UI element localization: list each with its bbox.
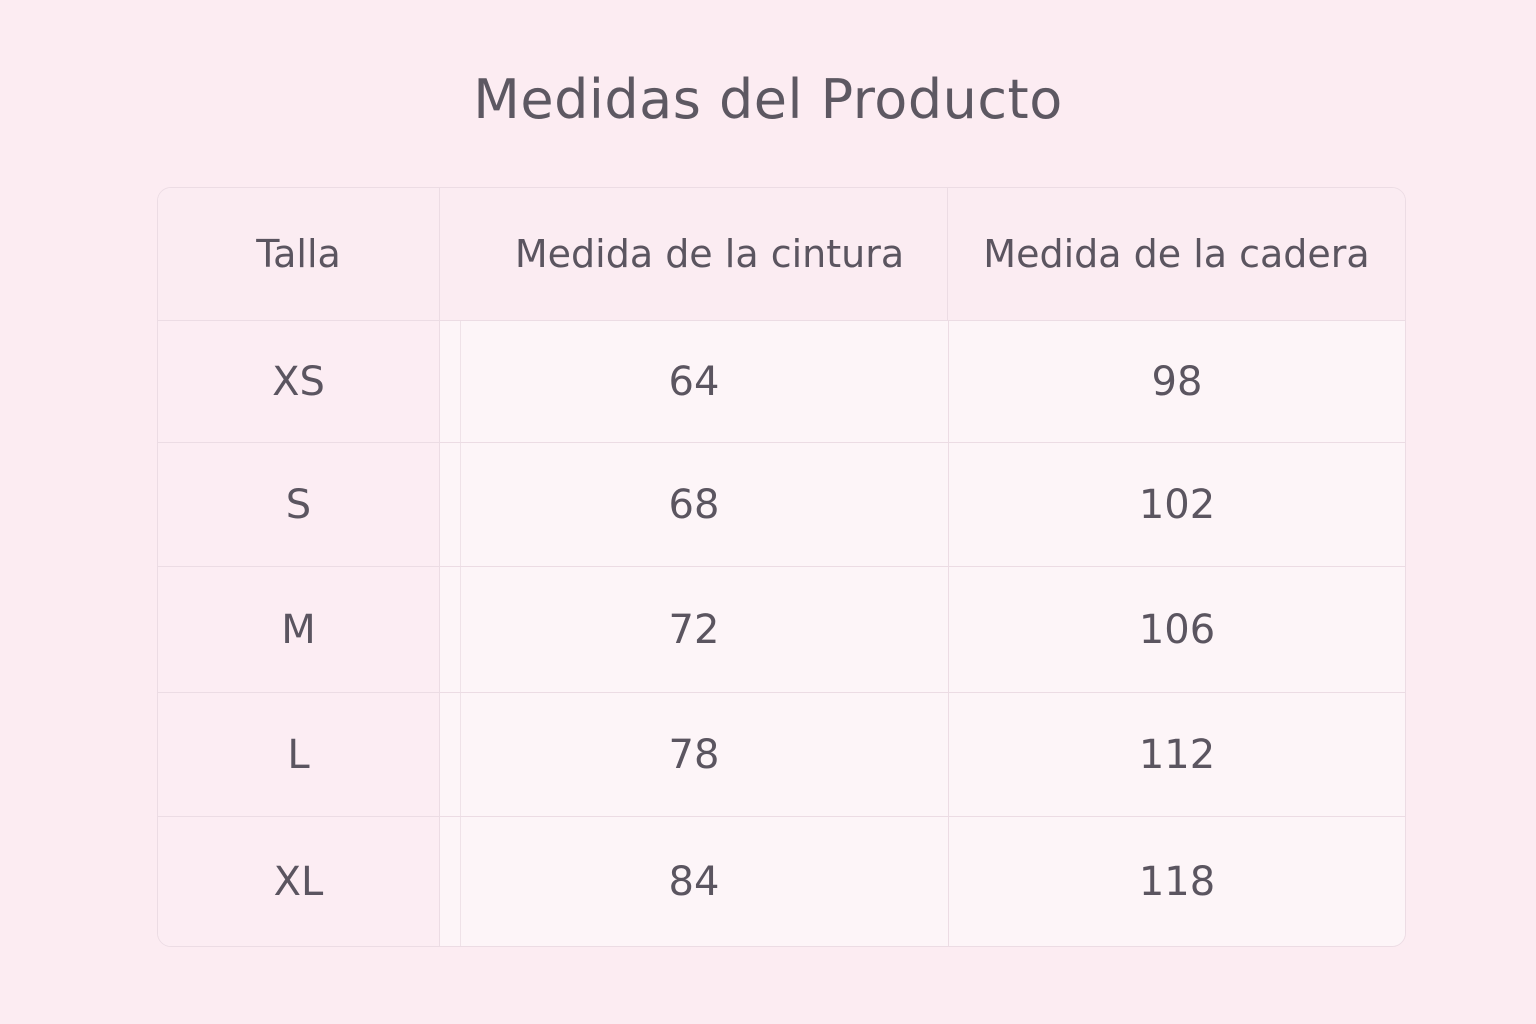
hip-cell: 106 (949, 567, 1405, 692)
table-row: L 78 112 (158, 693, 1405, 817)
header-hip: Medida de la cadera (948, 188, 1405, 320)
hip-cell: 118 (949, 817, 1405, 946)
page-title: Medidas del Producto (473, 68, 1063, 131)
header-size: Talla (158, 188, 440, 320)
header-waist: Medida de la cintura (440, 188, 948, 320)
hip-cell: 102 (949, 443, 1405, 566)
table-row: M 72 106 (158, 567, 1405, 693)
waist-cell: 72 (440, 567, 949, 692)
size-cell: XL (158, 817, 440, 946)
size-cell: XS (158, 321, 440, 442)
waist-cell: 64 (440, 321, 949, 442)
waist-cell: 84 (440, 817, 949, 946)
size-table: Talla Medida de la cintura Medida de la … (157, 187, 1406, 947)
waist-cell: 78 (440, 693, 949, 816)
hip-cell: 112 (949, 693, 1405, 816)
hip-cell: 98 (949, 321, 1405, 442)
table-row: S 68 102 (158, 443, 1405, 567)
size-cell: M (158, 567, 440, 692)
table-header-row: Talla Medida de la cintura Medida de la … (158, 188, 1405, 321)
size-cell: L (158, 693, 440, 816)
table-row: XS 64 98 (158, 321, 1405, 443)
waist-cell: 68 (440, 443, 949, 566)
table-row: XL 84 118 (158, 817, 1405, 946)
size-cell: S (158, 443, 440, 566)
